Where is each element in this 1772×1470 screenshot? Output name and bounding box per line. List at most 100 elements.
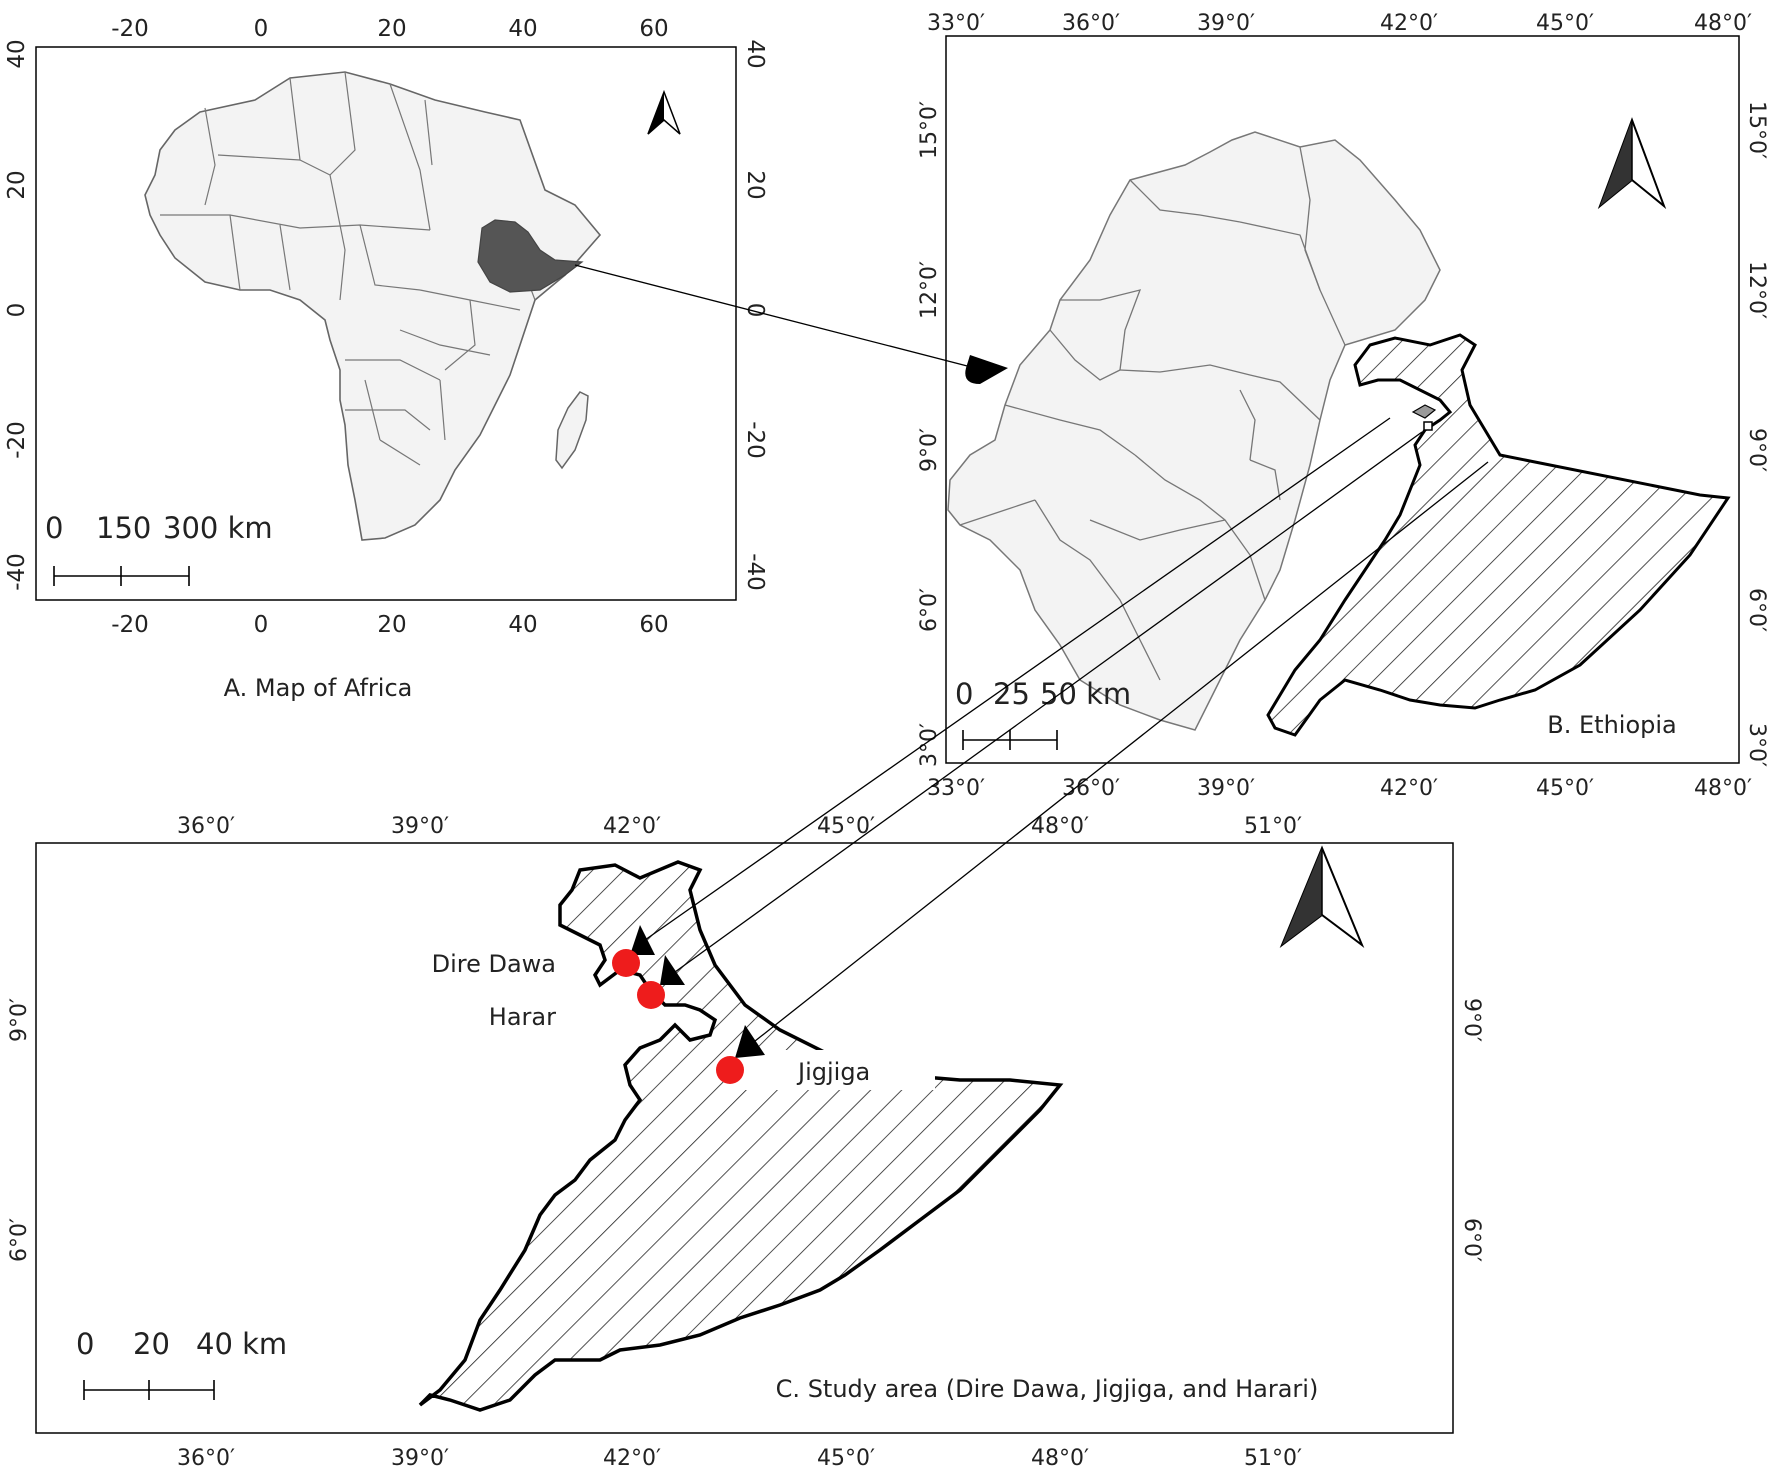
x-tick-top: 42°0′ (1380, 11, 1438, 36)
africa-to-ethiopia-connector (574, 264, 976, 369)
panel-c-caption: C. Study area (Dire Dawa, Jigjiga, and H… (776, 1375, 1319, 1403)
site-label: Jigjiga (796, 1058, 870, 1086)
x-tick-bottom: 0 (254, 612, 269, 638)
x-tick-top: 20 (377, 16, 406, 42)
y-tick-left: 12°0′ (917, 261, 942, 319)
africa-landmass (144, 71, 602, 541)
connector-jigjiga (749, 461, 1489, 1046)
x-tick-top: 42°0′ (603, 814, 661, 839)
y-tick-left: 40 (4, 39, 30, 68)
x-tick-bottom: 45°0′ (1536, 776, 1594, 801)
x-tick-bottom: 42°0′ (603, 1446, 661, 1470)
ethiopia-highlight (477, 219, 584, 293)
x-tick-top: 60 (639, 16, 668, 42)
y-tick-left: -40 (4, 553, 30, 591)
x-tick-top: 33°0′ (927, 11, 985, 36)
y-tick-left: -20 (4, 421, 30, 459)
connector-harar (674, 431, 1423, 973)
pointer-arrowhead-icon (660, 955, 685, 985)
y-tick-right: 12°0′ (1744, 261, 1769, 319)
y-tick-right: 9°0′ (1459, 998, 1484, 1042)
connector-dire-dawa (644, 417, 1391, 941)
y-tick-right: 0 (742, 303, 768, 318)
scalebar-label: 0 (76, 1327, 94, 1361)
scalebar-label: 0 (955, 677, 973, 711)
x-tick-bottom: 39°0′ (391, 1446, 449, 1470)
y-tick-right: -40 (742, 553, 768, 591)
y-tick-left: 20 (4, 170, 30, 199)
y-tick-right: 3°0′ (1744, 723, 1769, 767)
y-tick-left: 6°0′ (917, 588, 942, 632)
x-tick-top: -20 (111, 16, 149, 42)
north-arrow-icon (1597, 117, 1667, 210)
x-tick-bottom: 48°0′ (1031, 1446, 1089, 1470)
x-tick-bottom: 33°0′ (927, 776, 985, 801)
x-tick-bottom: 60 (639, 612, 668, 638)
panel-a-caption: A. Map of Africa (224, 674, 413, 702)
x-tick-bottom: 20 (377, 612, 406, 638)
site-marker (716, 1056, 744, 1084)
y-tick-left: 0 (4, 303, 30, 318)
africa-country-borders (160, 71, 536, 466)
jigjiga-label-bg (740, 1050, 935, 1090)
site-markers: Dire Dawa Harar Jigjiga (432, 949, 870, 1086)
site-label: Dire Dawa (432, 950, 556, 978)
ethiopia-region-borders (959, 146, 1346, 681)
x-tick-top: 45°0′ (1536, 11, 1594, 36)
x-tick-top: 40 (508, 16, 537, 42)
x-tick-top: 45°0′ (817, 814, 875, 839)
x-tick-bottom: 36°0′ (1062, 776, 1120, 801)
panel-c-scalebar: 0 20 40 km (76, 1327, 287, 1400)
x-tick-top: 48°0′ (1031, 814, 1089, 839)
x-tick-bottom: 40 (508, 612, 537, 638)
x-tick-top: 36°0′ (1062, 11, 1120, 36)
site-label: Harar (489, 1003, 556, 1031)
scalebar-label: 150 (96, 511, 151, 545)
scalebar-label: 0 (45, 511, 63, 545)
x-tick-top: 36°0′ (177, 814, 235, 839)
site-marker (637, 981, 665, 1009)
x-tick-bottom: 51°0′ (1244, 1446, 1302, 1470)
y-tick-left: 6°0′ (7, 1218, 32, 1262)
scalebar-label: 50 km (1040, 677, 1131, 711)
dire-dawa-outline (1411, 404, 1437, 419)
y-tick-right: 15°0′ (1744, 101, 1769, 159)
connector-lines (574, 264, 1489, 1046)
somali-region-hatched (1266, 333, 1731, 737)
scalebar-label: 20 (133, 1327, 170, 1361)
panel-a-africa-map: 0 150 300 km -20 0 20 40 60 -20 0 20 40 … (4, 16, 768, 702)
x-tick-top: 48°0′ (1694, 11, 1752, 36)
scalebar-label: 40 km (196, 1327, 287, 1361)
pointer-arrowhead-icon (735, 1025, 765, 1058)
panel-a-scalebar: 0 150 300 km (45, 511, 273, 586)
y-tick-left: 9°0′ (917, 428, 942, 472)
x-tick-bottom: -20 (111, 612, 149, 638)
y-tick-left: 9°0′ (7, 998, 32, 1042)
y-tick-left: 15°0′ (917, 101, 942, 159)
north-arrow-icon (1279, 845, 1365, 948)
x-tick-bottom: 45°0′ (817, 1446, 875, 1470)
panel-b-caption: B. Ethiopia (1547, 711, 1676, 739)
x-tick-top: 0 (254, 16, 269, 42)
x-tick-top: 39°0′ (1197, 11, 1255, 36)
scalebar-label: 300 km (163, 511, 273, 545)
y-tick-right: -20 (742, 421, 768, 459)
panel-c-study-area-map: Dire Dawa Harar Jigjiga 0 20 40 km 36°0′ 3… (7, 814, 1484, 1470)
y-tick-right: 6°0′ (1744, 588, 1769, 632)
x-tick-top: 51°0′ (1244, 814, 1302, 839)
pointer-arrowhead-icon (630, 925, 655, 955)
north-arrow-icon (647, 89, 681, 135)
y-tick-right: 9°0′ (1744, 428, 1769, 472)
scalebar-label: 25 (993, 677, 1030, 711)
harari-outline (1423, 421, 1433, 431)
pointer-arrowhead-icon (965, 355, 1008, 384)
x-tick-bottom: 42°0′ (1380, 776, 1438, 801)
y-tick-right: 20 (742, 170, 768, 199)
x-tick-top: 39°0′ (391, 814, 449, 839)
madagascar-island (555, 391, 589, 470)
x-tick-bottom: 36°0′ (177, 1446, 235, 1470)
x-tick-bottom: 39°0′ (1197, 776, 1255, 801)
site-marker (612, 949, 640, 977)
x-tick-bottom: 48°0′ (1694, 776, 1752, 801)
